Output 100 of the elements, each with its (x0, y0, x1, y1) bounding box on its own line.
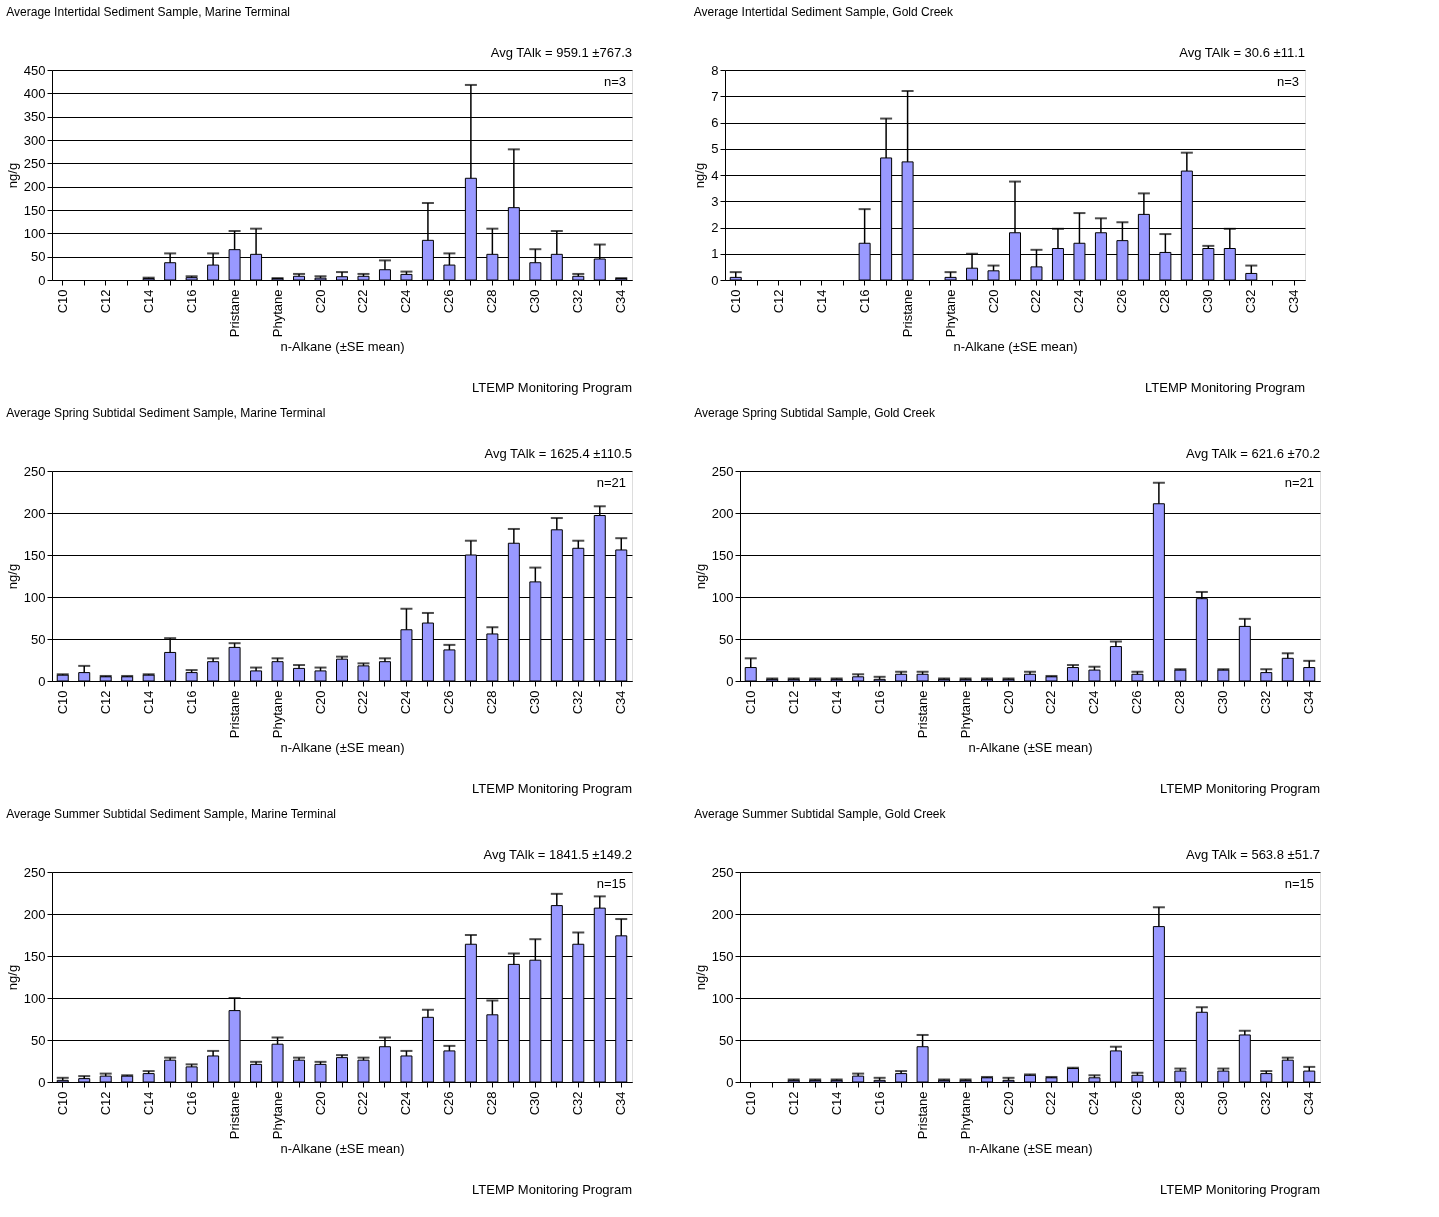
x-tick-label: C20 (312, 690, 328, 715)
x-axis-title: n-Alkane (±SE mean) (280, 1141, 405, 1157)
chart-title: Average Spring Subtidal Sediment Sample, Marine Terminal (6, 406, 326, 420)
annotation: n=15 (1284, 876, 1314, 891)
y-tick-label: 6 (711, 115, 719, 130)
y-tick-label: 250 (711, 864, 734, 880)
y-tick-label: 100 (711, 589, 734, 605)
y-tick-label: 0 (38, 673, 46, 689)
y-tick-label: 0 (711, 272, 719, 288)
x-tick-label: C10 (742, 690, 758, 715)
y-tick-label: 150 (23, 202, 46, 218)
annotation: n=3 (1276, 74, 1299, 89)
x-tick-label: C30 (527, 289, 543, 314)
x-tick-label: C20 (1000, 1091, 1016, 1116)
y-tick-label: 3 (711, 193, 719, 209)
x-tick-label: C14 (140, 1091, 156, 1116)
y-tick-label: 2 (711, 220, 719, 235)
x-tick-label: C30 (527, 1091, 543, 1116)
x-tick-label: C24 (398, 289, 414, 314)
x-tick-label: C26 (1129, 1091, 1145, 1116)
y-tick-label: 8 (711, 62, 719, 78)
x-tick-label: C28 (1172, 690, 1188, 715)
x-axis-title: n-Alkane (±SE mean) (280, 740, 405, 756)
x-tick-label: C28 (484, 1091, 500, 1116)
text: LTEMP Monitoring Program (1160, 1182, 1320, 1197)
y-tick-label: 7 (711, 88, 719, 104)
y-tick-label: 50 (719, 631, 734, 647)
x-tick-label: C12 (785, 1091, 801, 1116)
x-tick-label: C12 (97, 690, 113, 715)
x-tick-label: C32 (1258, 1091, 1274, 1116)
y-tick-label: 100 (23, 589, 46, 605)
x-axis-title: n-Alkane (±SE mean) (968, 1141, 1093, 1157)
y-tick-label: 1 (711, 246, 719, 262)
x-tick-label: C12 (770, 289, 786, 314)
x-tick-label: C34 (613, 289, 629, 314)
x-tick-label: C12 (785, 690, 801, 715)
y-axis-title: ng/g (4, 964, 20, 991)
chart-title: Average Spring Subtidal Sample, Gold Creek (694, 406, 936, 420)
x-tick-label: C22 (1028, 289, 1044, 314)
y-tick-label: 350 (23, 109, 46, 125)
x-axis-title: n-Alkane (±SE mean) (968, 740, 1093, 756)
x-tick-label: C34 (613, 690, 629, 715)
y-tick-label: 200 (711, 906, 734, 922)
x-tick-label: Phytane (269, 690, 285, 739)
x-tick-label: C34 (1301, 1091, 1317, 1116)
x-tick-label: C26 (1114, 289, 1130, 314)
x-tick-label: C16 (856, 289, 872, 314)
text: LTEMP Monitoring Program (1160, 781, 1320, 796)
x-tick-label: C24 (1086, 690, 1102, 715)
y-tick-label: 150 (711, 547, 734, 563)
y-tick-label: 50 (719, 1032, 734, 1048)
y-tick-label: 0 (38, 1074, 46, 1090)
x-tick-label: C30 (1215, 690, 1231, 715)
y-tick-label: 250 (711, 463, 734, 479)
y-tick-label: 250 (23, 155, 46, 171)
x-tick-label: C24 (1086, 1091, 1102, 1116)
y-axis-title: ng/g (692, 162, 708, 189)
x-tick-label: C16 (183, 1091, 199, 1116)
y-tick-label: 300 (23, 132, 46, 148)
x-tick-label: C26 (441, 690, 457, 715)
x-tick-label: C26 (441, 1091, 457, 1116)
chart-title: Average Summer Subtidal Sample, Gold Creek (694, 807, 947, 821)
annotation: n=3 (603, 74, 626, 89)
x-tick-label: C10 (54, 1091, 70, 1116)
y-tick-label: 150 (23, 547, 46, 563)
x-tick-label: C14 (828, 1091, 844, 1116)
x-tick-label: C14 (813, 289, 829, 314)
y-tick-label: 450 (23, 62, 46, 78)
x-tick-label: C32 (570, 289, 586, 314)
annotation: n=21 (596, 475, 626, 490)
x-tick-label: Pristane (899, 289, 915, 338)
y-tick-label: 50 (31, 1032, 46, 1048)
x-tick-label: C20 (1000, 690, 1016, 715)
y-tick-label: 5 (711, 141, 719, 157)
x-tick-label: Pristane (226, 690, 242, 739)
x-tick-label: C20 (312, 289, 328, 314)
x-tick-label: C30 (527, 690, 543, 715)
y-tick-label: 200 (23, 179, 46, 195)
y-axis-title: ng/g (692, 563, 708, 590)
x-tick-label: Pristane (226, 1091, 242, 1140)
y-tick-label: 0 (38, 272, 46, 288)
y-tick-label: 150 (711, 948, 734, 964)
chart-title: Average Intertidal Sediment Sample, Marine Terminal (6, 5, 291, 19)
text: LTEMP Monitoring Program (472, 781, 632, 796)
y-tick-label: 0 (726, 1074, 734, 1090)
x-tick-label: Pristane (914, 690, 930, 739)
x-tick-label: C16 (183, 289, 199, 314)
x-tick-label: C32 (1243, 289, 1259, 314)
x-tick-label: C24 (1071, 289, 1087, 314)
text: Avg TAlk = 1841.5 ±149.2 (483, 847, 632, 862)
x-tick-label: C32 (570, 1091, 586, 1116)
x-tick-label: C10 (54, 289, 70, 314)
y-tick-label: 100 (23, 225, 46, 241)
x-tick-label: C10 (727, 289, 743, 314)
chart-title: Average Summer Subtidal Sediment Sample, Marine Terminal (6, 807, 337, 821)
x-tick-label: C24 (398, 690, 414, 715)
x-tick-label: C26 (441, 289, 457, 314)
y-axis-title: ng/g (692, 964, 708, 991)
y-tick-label: 250 (23, 864, 46, 880)
x-tick-label: Phytane (269, 1091, 285, 1140)
